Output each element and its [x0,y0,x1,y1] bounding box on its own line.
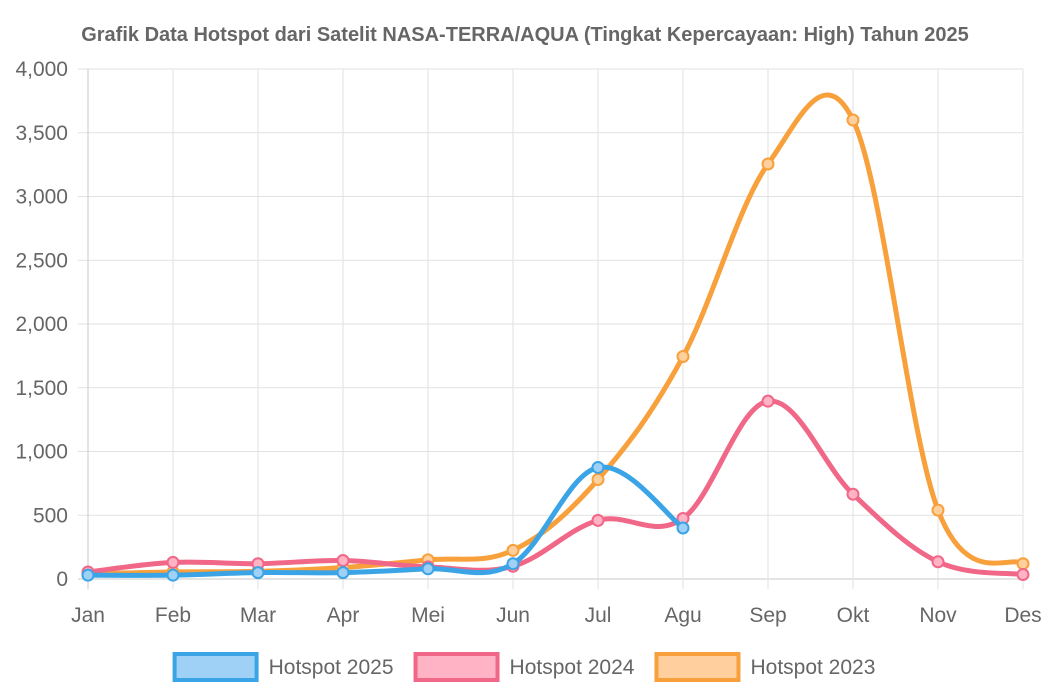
data-point-hotspot-2025[interactable] [421,562,435,576]
y-tick-label: 2,000 [15,313,68,336]
data-point-hotspot-2023[interactable] [761,157,775,171]
data-point-hotspot-2023[interactable] [591,473,605,487]
y-tick-label: 500 [33,504,68,527]
series-line-hotspot-2023 [85,92,1026,577]
legend-label: Hotspot 2023 [750,656,875,679]
data-point-hotspot-2025[interactable] [251,566,265,580]
data-point-hotspot-2024[interactable] [846,487,860,501]
data-point-hotspot-2024[interactable] [1016,568,1030,582]
legend-item-hotspot-2023[interactable]: Hotspot 2023 [654,652,875,682]
y-tick-label: 1,500 [15,377,68,400]
x-tick-label: Jul [585,604,612,627]
legend-swatch [413,652,500,682]
y-tick-label: 4,000 [15,58,68,81]
grid-lines [78,68,1024,589]
series-line-hotspot-2024 [85,398,1026,578]
data-point-hotspot-2025[interactable] [676,521,690,535]
y-tick-label: 1,000 [15,441,68,464]
x-tick-label: Nov [919,604,957,627]
data-point-hotspot-2025[interactable] [506,557,520,571]
data-point-hotspot-2023[interactable] [931,503,945,517]
x-tick-label: Mar [240,604,276,627]
data-point-hotspot-2024[interactable] [166,555,180,569]
x-tick-label: Sep [749,604,786,627]
x-tick-label: Apr [327,604,360,627]
series-lines [81,92,1030,582]
legend-item-hotspot-2024[interactable]: Hotspot 2024 [413,652,635,682]
data-point-hotspot-2024[interactable] [931,555,945,569]
data-point-hotspot-2024[interactable] [761,394,775,408]
data-point-hotspot-2023[interactable] [676,350,690,364]
x-tick-label: Des [1004,604,1041,627]
chart-title: Grafik Data Hotspot dari Satelit NASA-TE… [81,24,969,46]
x-tick-label: Jun [496,604,530,627]
x-tick-label: Feb [155,604,191,627]
data-point-hotspot-2025[interactable] [336,566,350,580]
legend: Hotspot 2025 Hotspot 2024 Hotspot 2023 [172,652,875,682]
data-point-hotspot-2025[interactable] [166,568,180,582]
y-tick-label: 3,000 [15,186,68,209]
data-point-hotspot-2023[interactable] [506,543,520,557]
legend-swatch [654,652,741,682]
y-tick-label: 2,500 [15,249,68,272]
data-point-hotspot-2023[interactable] [1016,557,1030,571]
series-hotspot-2024 [81,394,1030,582]
data-point-hotspot-2025[interactable] [591,460,605,474]
data-point-hotspot-2025[interactable] [81,568,95,582]
data-point-hotspot-2023[interactable] [846,113,860,127]
legend-label: Hotspot 2025 [269,656,394,679]
x-tick-label: Mei [411,604,445,627]
x-tick-label: Okt [837,604,870,627]
data-point-hotspot-2024[interactable] [591,513,605,527]
y-tick-label: 3,500 [15,122,68,145]
x-tick-label: Agu [664,604,701,627]
series-hotspot-2025 [81,460,690,582]
series-hotspot-2023 [81,92,1030,581]
legend-label: Hotspot 2024 [510,656,635,679]
data-point-hotspot-2024[interactable] [336,554,350,568]
axes: 0 500 1,000 1,500 2,000 2,500 3,000 3,500 4,000 J… [15,58,1041,627]
x-tick-label: Jan [71,604,105,627]
legend-item-hotspot-2025[interactable]: Hotspot 2025 [172,652,394,682]
y-tick-label: 0 [56,568,68,591]
legend-swatch [172,652,259,682]
